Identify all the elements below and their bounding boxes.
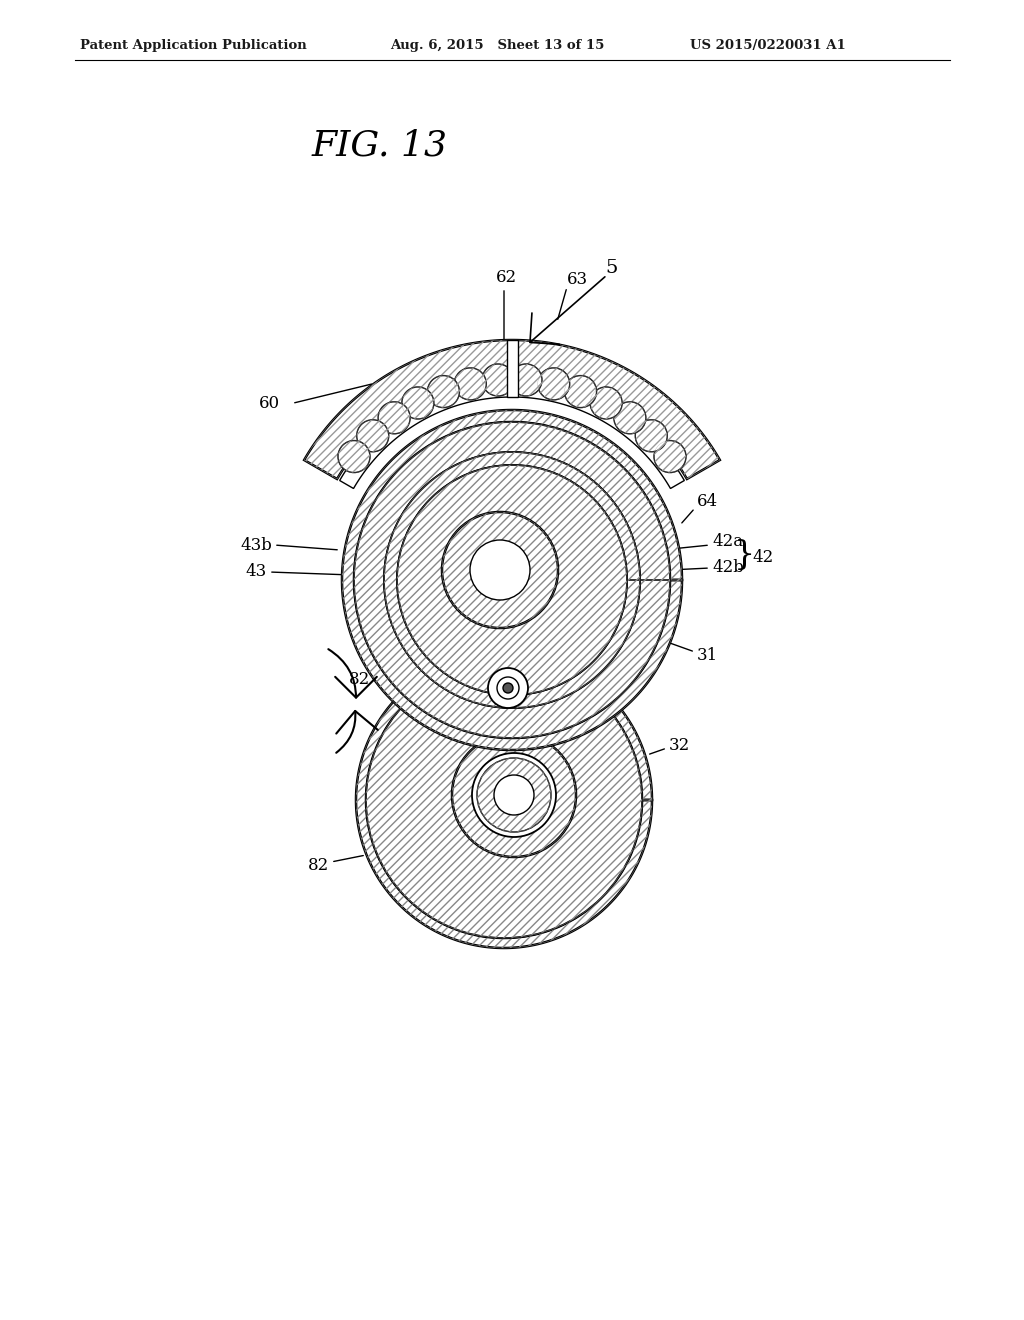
- Text: FIG. 13: FIG. 13: [312, 128, 449, 162]
- Text: 72: 72: [352, 628, 374, 645]
- Text: 43: 43: [246, 564, 267, 581]
- Polygon shape: [356, 652, 652, 948]
- Circle shape: [470, 540, 530, 601]
- Text: 31: 31: [697, 647, 718, 664]
- Circle shape: [510, 364, 542, 396]
- Text: 82: 82: [308, 857, 329, 874]
- Circle shape: [472, 752, 556, 837]
- Circle shape: [378, 401, 411, 434]
- Polygon shape: [354, 422, 670, 738]
- Circle shape: [654, 441, 686, 473]
- Circle shape: [356, 420, 389, 451]
- Circle shape: [590, 387, 623, 418]
- Text: 5: 5: [606, 259, 618, 277]
- Circle shape: [401, 387, 434, 418]
- Circle shape: [452, 733, 575, 857]
- Text: 82: 82: [349, 672, 370, 689]
- Text: Aug. 6, 2015   Sheet 13 of 15: Aug. 6, 2015 Sheet 13 of 15: [390, 38, 604, 51]
- Polygon shape: [384, 451, 640, 708]
- Text: Patent Application Publication: Patent Application Publication: [80, 38, 307, 51]
- Text: 63: 63: [567, 272, 588, 289]
- Text: 62: 62: [496, 269, 516, 286]
- Circle shape: [613, 401, 646, 434]
- Circle shape: [477, 758, 551, 832]
- Circle shape: [538, 368, 569, 400]
- Text: US 2015/0220031 A1: US 2015/0220031 A1: [690, 38, 846, 51]
- Circle shape: [497, 677, 519, 700]
- Polygon shape: [507, 341, 517, 397]
- Circle shape: [442, 512, 558, 628]
- Circle shape: [397, 465, 627, 696]
- Text: }: }: [734, 539, 756, 572]
- Text: 42a: 42a: [712, 533, 743, 550]
- Text: 32: 32: [669, 737, 690, 754]
- Text: 83: 83: [609, 821, 630, 838]
- Circle shape: [503, 682, 513, 693]
- Text: 43b: 43b: [240, 536, 272, 553]
- Text: 71: 71: [572, 689, 593, 706]
- Circle shape: [427, 376, 460, 408]
- Text: 60: 60: [259, 395, 280, 412]
- Polygon shape: [342, 411, 682, 750]
- Text: 42b: 42b: [712, 560, 743, 577]
- Text: 42: 42: [752, 549, 773, 565]
- Circle shape: [494, 775, 534, 814]
- Circle shape: [366, 663, 642, 939]
- Circle shape: [482, 364, 514, 396]
- Circle shape: [338, 441, 370, 473]
- Circle shape: [635, 420, 668, 451]
- Circle shape: [455, 368, 486, 400]
- Circle shape: [564, 376, 597, 408]
- Circle shape: [488, 668, 528, 708]
- Polygon shape: [304, 341, 720, 479]
- Polygon shape: [340, 381, 684, 488]
- Text: 64: 64: [697, 494, 718, 511]
